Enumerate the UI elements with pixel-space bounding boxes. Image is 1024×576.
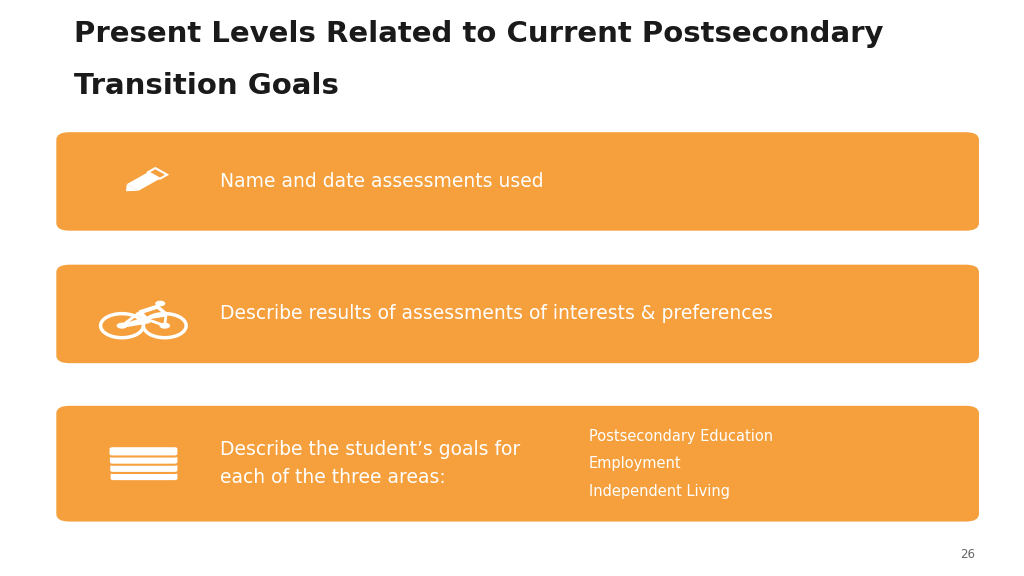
FancyBboxPatch shape bbox=[56, 406, 979, 522]
Circle shape bbox=[117, 323, 127, 329]
Text: 26: 26 bbox=[961, 548, 975, 560]
Circle shape bbox=[156, 301, 165, 306]
Polygon shape bbox=[148, 168, 167, 179]
Text: Describe results of assessments of interests & preferences: Describe results of assessments of inter… bbox=[220, 305, 773, 323]
Text: Independent Living: Independent Living bbox=[589, 484, 730, 499]
Text: Postsecondary Education: Postsecondary Education bbox=[589, 429, 773, 444]
Text: Describe the student’s goals for
each of the three areas:: Describe the student’s goals for each of… bbox=[220, 440, 520, 487]
FancyBboxPatch shape bbox=[110, 471, 178, 481]
Polygon shape bbox=[127, 172, 160, 191]
Text: Transition Goals: Transition Goals bbox=[74, 72, 339, 100]
Circle shape bbox=[160, 323, 170, 329]
FancyBboxPatch shape bbox=[56, 265, 979, 363]
FancyBboxPatch shape bbox=[109, 446, 178, 456]
Text: Present Levels Related to Current Postsecondary: Present Levels Related to Current Postse… bbox=[74, 20, 884, 48]
Text: Employment: Employment bbox=[589, 456, 681, 471]
FancyBboxPatch shape bbox=[109, 454, 178, 465]
FancyBboxPatch shape bbox=[110, 463, 178, 473]
Text: Name and date assessments used: Name and date assessments used bbox=[220, 172, 544, 191]
Polygon shape bbox=[126, 184, 138, 191]
FancyBboxPatch shape bbox=[56, 132, 979, 230]
